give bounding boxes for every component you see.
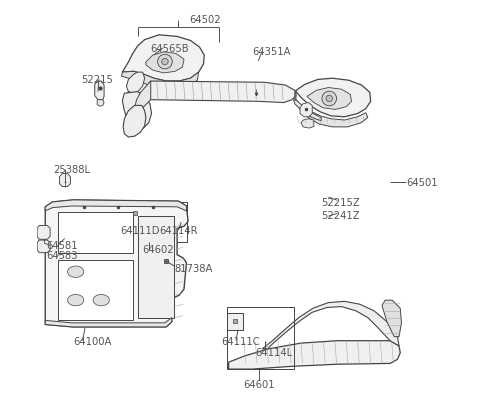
Polygon shape [301,119,314,129]
Polygon shape [134,82,151,114]
Bar [127,202,187,242]
Polygon shape [122,93,152,131]
Bar [138,216,174,318]
Bar [227,313,243,330]
Polygon shape [262,301,399,349]
Polygon shape [295,91,368,128]
Polygon shape [294,100,321,121]
Polygon shape [122,36,204,82]
Text: 52241Z: 52241Z [321,210,360,221]
Polygon shape [121,72,199,90]
Text: 52215Z: 52215Z [321,197,360,207]
Bar [58,213,133,253]
Polygon shape [45,200,186,211]
Polygon shape [45,318,172,327]
Polygon shape [228,341,400,369]
Text: 52215: 52215 [81,75,113,85]
Text: 64502: 64502 [190,14,221,24]
Text: 64351A: 64351A [252,47,291,57]
Text: 64111D: 64111D [120,226,160,236]
Polygon shape [124,93,139,104]
Polygon shape [146,53,184,74]
Text: 64583: 64583 [46,251,78,261]
Text: 64501: 64501 [407,178,438,188]
Circle shape [322,92,336,107]
Polygon shape [97,100,104,107]
Polygon shape [300,103,312,117]
Circle shape [162,59,168,66]
Polygon shape [37,240,50,253]
Text: 64602: 64602 [142,245,173,255]
Bar [127,205,144,222]
Polygon shape [382,300,401,337]
Bar [58,261,133,320]
Text: 64111C: 64111C [222,336,260,346]
Polygon shape [60,174,71,187]
Ellipse shape [93,295,109,306]
Polygon shape [126,73,144,94]
Text: 64114L: 64114L [255,347,292,357]
Text: 25388L: 25388L [53,165,90,175]
Polygon shape [37,226,50,240]
Text: 64601: 64601 [244,379,276,389]
Text: 64581: 64581 [46,241,78,251]
Text: 64100A: 64100A [73,336,111,346]
Polygon shape [296,79,371,117]
Polygon shape [95,82,104,100]
Bar [227,308,294,369]
Polygon shape [123,106,146,138]
Circle shape [326,96,333,102]
Text: 64114R: 64114R [159,226,197,236]
Polygon shape [142,82,296,103]
Polygon shape [307,88,351,110]
Polygon shape [45,200,188,327]
Text: 81738A: 81738A [174,263,213,273]
Text: 64565B: 64565B [150,44,189,54]
Ellipse shape [68,266,84,278]
Ellipse shape [68,295,84,306]
Circle shape [157,55,172,70]
